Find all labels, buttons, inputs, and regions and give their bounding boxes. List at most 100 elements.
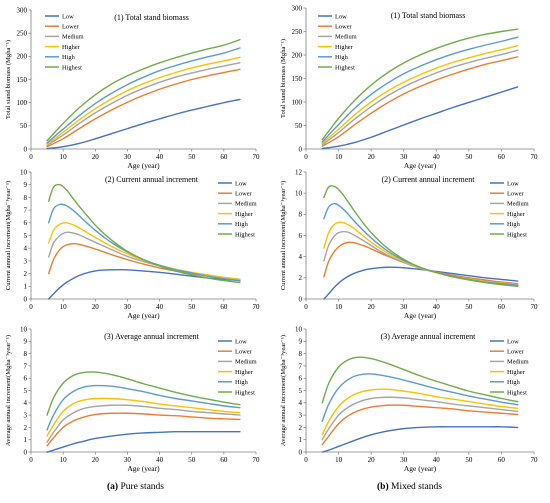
- x-tick-label: 20: [368, 456, 376, 464]
- x-tick-label: 70: [531, 303, 539, 311]
- y-axis-title: Current annual increment(Mgha⁻¹year⁻¹): [280, 181, 287, 290]
- chart-title: (2) Current annual increment: [105, 175, 199, 184]
- legend-label-high: High: [62, 54, 76, 61]
- caption-text-b: Mixed stands: [391, 482, 442, 492]
- x-tick-label: 40: [156, 153, 164, 161]
- x-tick-label: 70: [253, 303, 261, 311]
- y-tick-label: 1: [24, 436, 28, 444]
- y-tick-label: 10: [295, 325, 303, 333]
- y-tick-label: 150: [292, 75, 303, 83]
- x-tick-label: 40: [156, 456, 164, 464]
- y-tick-label: 200: [17, 53, 28, 61]
- x-tick-label: 0: [304, 153, 308, 161]
- series-line-medium: [323, 230, 519, 286]
- y-tick-label: 150: [17, 76, 28, 84]
- legend-label-medium: Medium: [235, 201, 257, 208]
- x-tick-label: 0: [304, 303, 308, 311]
- y-tick-label: 3: [24, 257, 28, 265]
- x-tick-label: 30: [124, 456, 132, 464]
- y-tick-label: 0: [24, 448, 28, 456]
- x-axis-title: Age (year): [404, 161, 437, 170]
- legend-label-low: Low: [507, 338, 519, 345]
- chart-title: (3) Average annual increment: [381, 332, 476, 341]
- y-tick-label: 8: [24, 194, 28, 202]
- x-tick-label: 20: [92, 153, 100, 161]
- legend-label-low: Low: [62, 13, 74, 20]
- y-tick-label: 50: [20, 122, 28, 130]
- legend-label-higher: Higher: [235, 211, 254, 218]
- x-tick-label: 50: [188, 456, 196, 464]
- chart-panel-b1: 0 10 20 30 40 50 60 70 0 50 100 150 200 250 300 Age (ye…: [280, 4, 538, 170]
- series-line-medium: [321, 396, 519, 441]
- y-tick-label: 100: [17, 99, 28, 107]
- x-tick-label: 70: [253, 456, 261, 464]
- y-tick-label: 6: [299, 232, 303, 240]
- x-tick-label: 20: [92, 456, 100, 464]
- chart-panel-a1: 0 10 20 30 40 50 60 70 0 50 100 150 200 250 300 Age (ye…: [5, 6, 260, 170]
- x-tick-label: 40: [156, 303, 164, 311]
- x-tick-label: 50: [465, 153, 473, 161]
- legend-label-low: Low: [507, 180, 519, 187]
- x-tick-label: 70: [531, 153, 539, 161]
- series-line-low: [46, 430, 241, 453]
- legend-label-highest: Highest: [235, 231, 255, 238]
- y-tick-label: 300: [292, 4, 303, 12]
- series-line-highest: [46, 38, 241, 142]
- x-axis-title: Age (year): [127, 311, 160, 320]
- y-tick-label: 7: [299, 362, 303, 370]
- series-line-higher: [46, 56, 241, 146]
- y-tick-label: 8: [299, 211, 303, 219]
- y-tick-label: 7: [24, 362, 28, 370]
- series-line-high: [323, 203, 519, 286]
- y-axis-title: Total stand biomass (Mgha⁻¹): [5, 40, 12, 119]
- chart-panel-b3: 0 10 20 30 40 50 60 70 0 1 2 3 4 5 6 7 8 9 10 Age (year) Ave…: [280, 325, 538, 473]
- x-tick-label: 20: [92, 303, 100, 311]
- y-tick-label: 10: [20, 325, 28, 333]
- y-tick-label: 7: [24, 207, 28, 215]
- x-axis-title: Age (year): [404, 464, 437, 473]
- chart-title: (2) Current annual increment: [381, 175, 475, 184]
- series-line-highest: [321, 28, 519, 141]
- chart-title: (3) Average annual increment: [104, 332, 199, 341]
- legend-label-low: Low: [235, 338, 247, 345]
- y-tick-label: 2: [24, 424, 28, 432]
- legend-label-highest: Highest: [235, 389, 255, 396]
- legend-label-high: High: [335, 54, 349, 61]
- y-tick-label: 8: [299, 350, 303, 358]
- x-axis-title: Age (year): [127, 464, 160, 473]
- legend-label-lower: Lower: [335, 24, 353, 31]
- chart-panel-b2: 0 10 20 30 40 50 60 70 0 2 4 6 8 10 12 Age (year) Curren…: [280, 168, 538, 320]
- y-tick-label: 9: [299, 338, 303, 346]
- series-line-low: [47, 268, 241, 300]
- legend-label-medium: Medium: [335, 34, 357, 41]
- x-tick-label: 70: [253, 153, 261, 161]
- legend-label-medium: Medium: [507, 359, 529, 366]
- series-line-lower: [46, 412, 241, 447]
- legend-label-low: Low: [335, 13, 347, 20]
- series-line-lower: [321, 404, 519, 446]
- y-tick-label: 9: [24, 338, 28, 346]
- y-tick-label: 4: [24, 399, 28, 407]
- y-tick-label: 2: [299, 424, 303, 432]
- legend-label-lower: Lower: [235, 191, 253, 198]
- y-tick-label: 5: [24, 232, 28, 240]
- series-line-higher: [46, 397, 241, 437]
- y-tick-label: 10: [295, 190, 303, 198]
- y-tick-label: 6: [24, 219, 28, 227]
- y-tick-label: 0: [299, 295, 303, 303]
- y-tick-label: 250: [17, 30, 28, 38]
- x-tick-label: 0: [304, 456, 308, 464]
- series-line-medium: [321, 49, 519, 146]
- x-tick-label: 20: [368, 153, 376, 161]
- y-tick-label: 50: [295, 122, 303, 130]
- y-axis-title: Average annual increment(Mgha⁻¹year⁻¹): [280, 335, 287, 446]
- x-tick-label: 70: [531, 456, 539, 464]
- series-line-medium: [46, 404, 241, 443]
- series-line-higher: [47, 222, 241, 281]
- y-axis-title: Total stand biomass (Mgha⁻¹): [280, 39, 287, 118]
- series-line-lower: [321, 56, 519, 147]
- series-line-high: [46, 384, 241, 431]
- y-tick-label: 0: [24, 145, 28, 153]
- series-line-high: [321, 373, 519, 422]
- y-tick-label: 1: [24, 283, 28, 291]
